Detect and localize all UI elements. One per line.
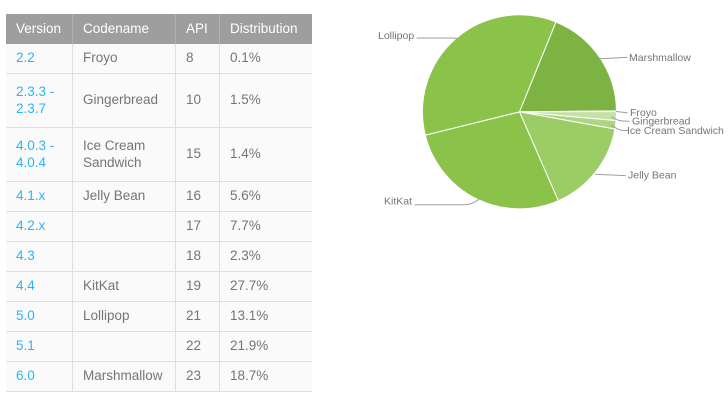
svg-text:Marshmallow: Marshmallow xyxy=(629,52,691,64)
svg-text:Ice Cream Sandwich: Ice Cream Sandwich xyxy=(627,125,724,137)
svg-text:Lollipop: Lollipop xyxy=(378,30,414,42)
svg-text:KitKat: KitKat xyxy=(384,196,412,208)
svg-text:Jelly Bean: Jelly Bean xyxy=(628,169,677,181)
